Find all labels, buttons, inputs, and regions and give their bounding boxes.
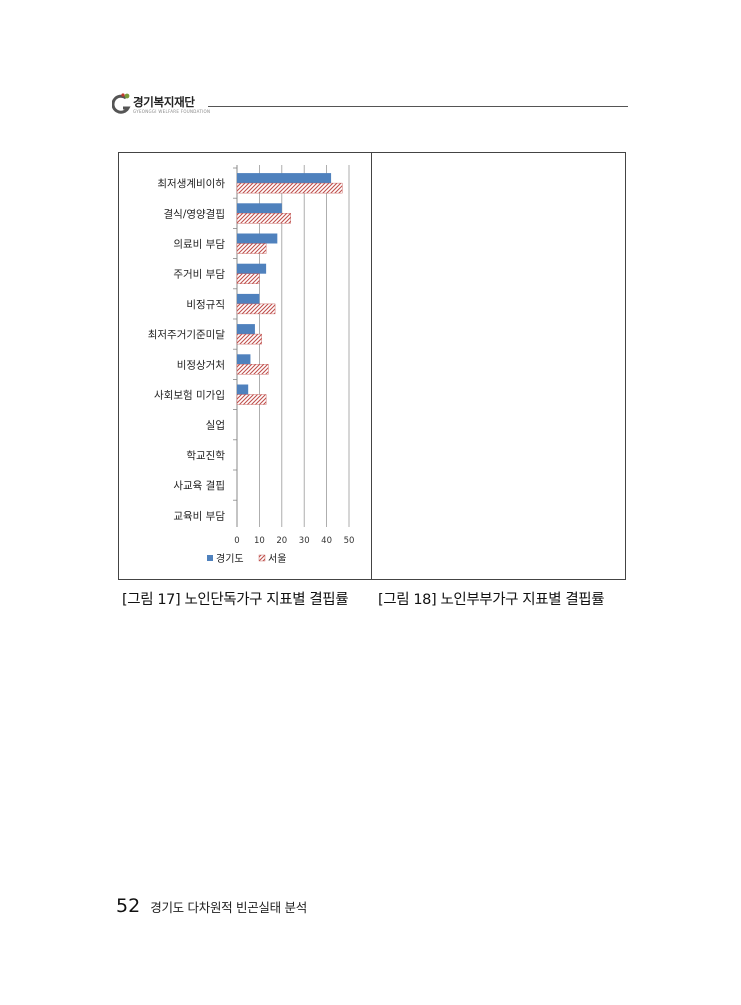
page-header: 경기복지재단 GYEONGGI WELFARE FOUNDATION <box>112 92 628 118</box>
bar-gyeonggi <box>237 173 332 184</box>
category-label: 학교진학 <box>186 450 225 462</box>
x-tick-label: 0 <box>234 536 239 546</box>
bar-seoul <box>236 303 276 315</box>
bar-seoul <box>236 394 267 405</box>
category-label: 실업 <box>206 419 225 432</box>
figure-17-caption: [그림 17] 노인단독가구 지표별 결핍률 <box>122 592 349 608</box>
bar-gyeonggi <box>237 324 255 335</box>
figure-divider <box>371 152 372 580</box>
category-label: 주거비 부담 <box>173 269 225 281</box>
category-label: 의료비 부담 <box>173 239 225 251</box>
category-label: 최저주거기준미달 <box>148 329 226 341</box>
legend-swatch-seoul <box>258 554 266 562</box>
category-label: 비정규직 <box>186 299 225 311</box>
bar-seoul <box>236 182 343 194</box>
figure-frame <box>118 152 626 580</box>
bar-gyeonggi <box>237 293 260 304</box>
bar-seoul <box>236 243 267 254</box>
category-label: 사회보험 미가입 <box>154 389 225 402</box>
page-number: 52 <box>116 895 141 917</box>
book-title: 경기도 다차원적 빈곤실태 분석 <box>150 900 307 915</box>
x-tick-label: 20 <box>276 536 287 546</box>
legend-label-seoul: 서울 <box>268 553 286 565</box>
x-tick-label: 40 <box>321 536 332 546</box>
category-label: 교육비 부담 <box>173 510 225 522</box>
x-tick-label: 10 <box>254 536 265 546</box>
page-footer: 52 경기도 다차원적 빈곤실태 분석 <box>116 895 307 917</box>
x-tick-label: 50 <box>344 536 355 546</box>
bar-gyeonggi <box>237 354 251 365</box>
bar-seoul <box>236 273 260 284</box>
organization-name: 경기복지재단 <box>133 95 195 109</box>
bar-gyeonggi <box>237 263 267 274</box>
legend-swatch-gyeonggi <box>207 555 213 561</box>
bar-gyeonggi <box>237 203 282 214</box>
figure-18-caption: [그림 18] 노인부부가구 지표별 결핍률 <box>378 592 605 608</box>
category-label: 결식/영양결핍 <box>164 208 226 220</box>
bar-seoul <box>236 333 262 345</box>
header-rule <box>208 106 628 107</box>
bar-seoul <box>236 213 291 224</box>
category-label: 비정상거처 <box>177 359 225 371</box>
category-label: 사교육 결핍 <box>173 480 225 492</box>
organization-subtitle: GYEONGGI WELFARE FOUNDATION <box>133 109 211 114</box>
category-label: 최저생계비이하 <box>157 177 225 190</box>
legend-label-gyeonggi: 경기도 <box>216 552 244 565</box>
x-tick-label: 30 <box>299 536 310 546</box>
bar-seoul <box>236 364 269 375</box>
foundation-logo-icon <box>112 93 131 114</box>
bar-gyeonggi <box>237 233 278 244</box>
bar-gyeonggi <box>237 384 249 395</box>
